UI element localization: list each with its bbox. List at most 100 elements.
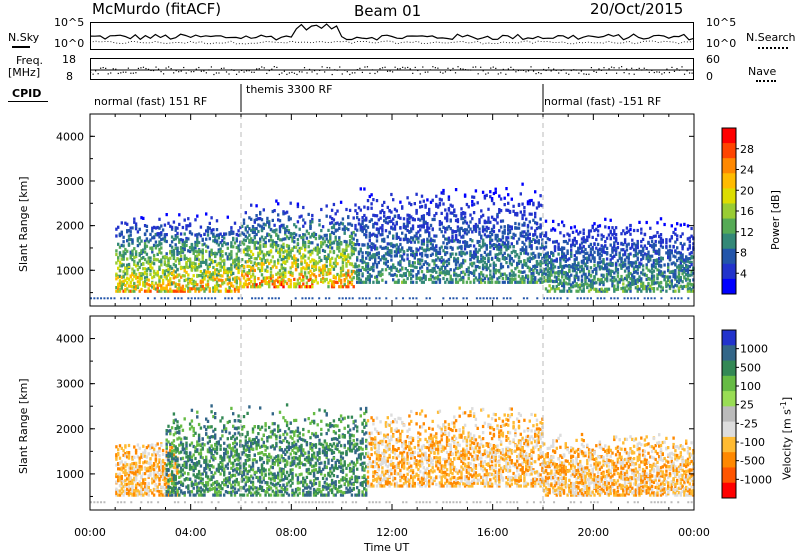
power-echo-cell xyxy=(528,256,531,260)
power-echo-cell xyxy=(165,233,168,237)
power-echo-cell xyxy=(521,265,524,269)
power-echo-cell xyxy=(641,254,645,258)
power-echo-cell xyxy=(426,240,429,244)
power-echo-cell xyxy=(215,268,219,272)
power-echo-cell xyxy=(528,199,531,203)
power-echo-cell xyxy=(433,276,436,280)
power-echo-cell xyxy=(681,253,684,257)
power-echo-cell xyxy=(282,212,285,216)
power-echo-cell xyxy=(151,261,154,265)
power-echo-cell xyxy=(120,254,123,258)
power-echo-cell xyxy=(199,270,203,274)
power-echo-cell xyxy=(654,249,657,253)
power-echo-cell xyxy=(589,247,593,251)
power-echo-cell xyxy=(426,222,429,226)
power-echo-cell xyxy=(217,273,220,277)
power-echo-cell xyxy=(602,259,605,263)
power-echo-cell xyxy=(401,205,404,209)
power-echo-cell xyxy=(205,262,208,266)
power-echo-cell xyxy=(143,239,147,243)
power-echo-cell xyxy=(595,227,598,231)
power-echo-cell xyxy=(181,243,185,247)
power-echo-cell xyxy=(460,276,463,280)
power-echo-cell xyxy=(363,187,366,191)
power-echo-cell xyxy=(640,250,643,254)
power-echo-cell xyxy=(372,225,375,229)
date-title: 20/Oct/2015 xyxy=(590,0,684,18)
power-echo-cell xyxy=(539,280,542,284)
power-echo-cell xyxy=(147,240,150,244)
power-colorbar-swatch xyxy=(722,143,736,159)
power-echo-cell xyxy=(596,224,600,228)
power-echo-cell xyxy=(226,242,229,246)
power-ground-cell xyxy=(227,297,230,300)
power-echo-cell xyxy=(523,276,526,280)
power-echo-cell xyxy=(517,259,521,263)
power-echo-cell xyxy=(143,282,147,286)
power-echo-cell xyxy=(656,261,659,266)
power-echo-cell xyxy=(172,253,176,257)
power-echo-cell xyxy=(206,275,210,279)
power-echo-cell xyxy=(667,253,670,257)
power-echo-cell xyxy=(280,248,283,252)
power-echo-cell xyxy=(291,264,294,268)
power-echo-cell xyxy=(264,278,267,282)
power-echo-cell xyxy=(156,283,159,287)
power-echo-cell xyxy=(219,255,222,259)
power-echo-cell xyxy=(451,231,454,235)
power-echo-cell xyxy=(241,273,244,277)
power-echo-cell xyxy=(294,225,298,229)
power-echo-cell xyxy=(559,256,562,260)
power-echo-cell xyxy=(411,238,415,242)
freq-dot xyxy=(105,67,107,69)
power-echo-cell xyxy=(451,211,454,215)
power-echo-cell xyxy=(444,260,447,264)
power-echo-cell xyxy=(438,267,442,272)
power-echo-cell xyxy=(676,284,679,288)
power-echo-cell xyxy=(330,208,334,212)
power-echo-cell xyxy=(420,277,424,281)
power-echo-cell xyxy=(521,240,524,244)
power-ground-cell xyxy=(96,297,99,300)
power-echo-cell xyxy=(458,239,461,244)
power-echo-cell xyxy=(505,248,508,252)
power-echo-cell xyxy=(512,245,515,249)
power-echo-cell xyxy=(178,251,181,255)
power-echo-cell xyxy=(158,259,161,263)
power-echo-cell xyxy=(185,243,188,247)
power-echo-cell xyxy=(582,228,585,232)
power-echo-cell xyxy=(163,223,167,227)
power-echo-cell xyxy=(206,245,210,249)
power-echo-cell xyxy=(494,268,497,272)
power-echo-cell xyxy=(593,281,596,285)
power-echo-cell xyxy=(365,263,368,267)
power-echo-cell xyxy=(489,276,492,281)
power-echo-cell xyxy=(172,220,176,224)
power-echo-cell xyxy=(395,209,398,213)
power-echo-cell xyxy=(158,275,161,279)
power-echo-cell xyxy=(235,281,238,285)
power-echo-cell xyxy=(154,258,158,262)
freq-dot xyxy=(253,71,255,73)
power-echo-cell xyxy=(341,257,345,262)
power-echo-cell xyxy=(634,243,638,247)
freq-dot xyxy=(246,70,248,72)
power-echo-cell xyxy=(462,280,465,284)
power-echo-cell xyxy=(478,260,481,264)
power-echo-cell xyxy=(366,206,370,210)
power-echo-cell xyxy=(620,266,623,270)
power-echo-cell xyxy=(589,250,593,254)
power-echo-cell xyxy=(568,257,571,261)
power-echo-cell xyxy=(490,256,494,260)
power-echo-cell xyxy=(194,287,197,291)
power-echo-cell xyxy=(605,279,609,283)
power-echo-cell xyxy=(406,221,409,225)
power-echo-cell xyxy=(471,200,474,204)
power-echo-cell xyxy=(172,262,176,267)
power-echo-cell xyxy=(510,280,513,284)
power-echo-cell xyxy=(232,238,235,242)
power-echo-cell xyxy=(169,289,172,293)
power-echo-cell xyxy=(388,215,391,220)
power-ground-cell xyxy=(546,297,549,300)
power-echo-cell xyxy=(196,250,199,254)
